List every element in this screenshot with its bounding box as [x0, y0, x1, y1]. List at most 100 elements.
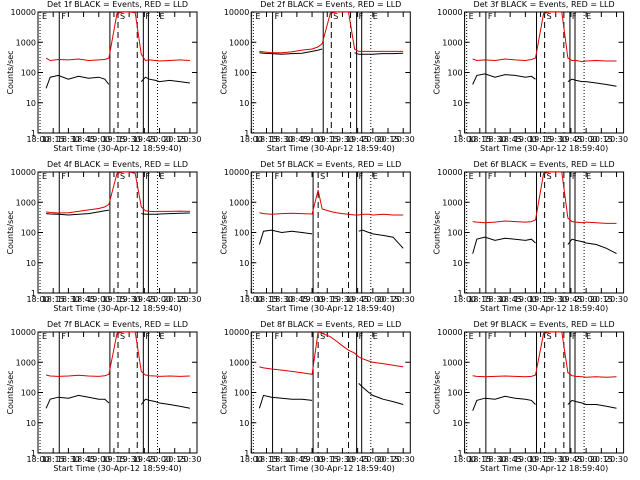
panel: Det 8f BLACK = Events, RED = LLD 1 10 100 10…: [219, 320, 414, 473]
x-tick-label: 18:30: [483, 455, 506, 464]
x-tick-label: 19:45: [133, 295, 156, 304]
x-tick-label: 18:15: [468, 135, 491, 144]
x-tick-label: 20:30: [392, 455, 415, 464]
x-tick-label: 18:45: [72, 455, 95, 464]
x-tick-label: 19:30: [544, 135, 567, 144]
y-tick-label: 100: [234, 229, 249, 238]
y-axis-label: Counts/sec: [433, 50, 442, 94]
chart-title: Det 5f BLACK = Events, RED = LLD: [260, 160, 401, 169]
x-tick-label: 18:45: [72, 295, 95, 304]
series-line: [259, 332, 404, 375]
event-label: E: [586, 332, 591, 341]
event-label: E: [160, 332, 165, 341]
y-tick-label: 100: [447, 69, 462, 78]
x-tick-label: 19:45: [133, 455, 156, 464]
plot-frame: [250, 331, 411, 454]
chart-title: Det 3f BLACK = Events, RED = LLD: [474, 0, 615, 9]
event-label: E: [469, 172, 474, 181]
event-label: F: [359, 172, 364, 181]
event-label: F: [61, 172, 66, 181]
event-label: E: [255, 332, 260, 341]
y-tick-label: 10000: [11, 328, 36, 337]
x-tick-label: 19:00: [301, 295, 324, 304]
event-label: F: [275, 172, 280, 181]
x-tick-label: 19:00: [514, 455, 537, 464]
plot-frame: [250, 11, 411, 134]
x-tick-label: 19:45: [559, 455, 582, 464]
panel: Det 2f BLACK = Events, RED = LLD 1 10 100 10…: [219, 0, 414, 153]
x-tick-label: 19:45: [346, 295, 369, 304]
event-label: E: [160, 12, 165, 21]
y-tick-label: 1: [31, 129, 36, 138]
x-tick-label: 19:15: [316, 295, 339, 304]
y-tick-label: 10000: [437, 168, 462, 177]
event-label: E: [469, 12, 474, 21]
x-axis-label: Start Time (30-Apr-12 18:59:40): [267, 144, 395, 153]
x-tick-label: 20:00: [148, 135, 171, 144]
x-tick-label: 18:15: [255, 455, 278, 464]
event-label: E: [586, 12, 591, 21]
panel: Det 3f BLACK = Events, RED = LLD 1 10 100 10…: [433, 0, 628, 153]
y-tick-label: 1: [31, 289, 36, 298]
y-tick-label: 10000: [437, 8, 462, 17]
y-tick-label: 100: [234, 69, 249, 78]
event-label: F: [145, 172, 150, 181]
x-tick-label: 19:15: [529, 135, 552, 144]
x-tick-label: 19:45: [559, 295, 582, 304]
y-tick-label: 1000: [229, 358, 249, 367]
event-label: E: [160, 172, 165, 181]
y-tick-label: 10: [452, 259, 462, 268]
x-axis-label: Start Time (30-Apr-12 18:59:40): [480, 464, 608, 473]
x-tick-label: 20:30: [605, 455, 628, 464]
x-tick-label: 19:00: [87, 135, 110, 144]
x-tick-label: 18:30: [483, 295, 506, 304]
y-tick-label: 100: [234, 389, 249, 398]
y-tick-label: 1: [31, 449, 36, 458]
y-tick-label: 1000: [229, 38, 249, 47]
x-tick-label: 19:45: [133, 135, 156, 144]
y-tick-label: 10000: [224, 168, 249, 177]
x-tick-label: 19:15: [529, 295, 552, 304]
x-tick-label: 20:15: [376, 455, 399, 464]
x-tick-label: 19:15: [102, 455, 125, 464]
y-tick-label: 1000: [442, 198, 462, 207]
x-axis-label: Start Time (30-Apr-12 18:59:40): [480, 304, 608, 313]
event-label: E: [255, 172, 260, 181]
y-tick-label: 1: [244, 449, 249, 458]
y-tick-label: 1000: [16, 198, 36, 207]
y-tick-label: 10000: [437, 328, 462, 337]
series-line: [258, 394, 313, 409]
y-tick-label: 100: [21, 69, 36, 78]
x-tick-label: 20:15: [590, 455, 613, 464]
x-tick-label: 18:15: [468, 295, 491, 304]
x-tick-label: 18:00: [453, 295, 476, 304]
event-label: E: [469, 332, 474, 341]
y-tick-label: 10: [452, 99, 462, 108]
x-tick-label: 18:45: [285, 135, 308, 144]
event-label: F: [572, 12, 577, 21]
event-label: F: [275, 332, 280, 341]
x-tick-label: 19:15: [529, 455, 552, 464]
event-label: E: [255, 12, 260, 21]
x-tick-label: 20:30: [178, 295, 201, 304]
x-tick-label: 19:30: [118, 455, 141, 464]
y-axis-label: Counts/sec: [6, 50, 15, 94]
x-tick-label: 18:00: [26, 295, 49, 304]
event-label: F: [572, 332, 577, 341]
x-tick-label: 20:30: [178, 455, 201, 464]
x-tick-label: 18:45: [499, 295, 522, 304]
x-tick-label: 18:30: [270, 135, 293, 144]
x-tick-label: 18:00: [240, 455, 263, 464]
series-line: [46, 172, 190, 214]
x-tick-label: 20:30: [605, 135, 628, 144]
x-tick-label: 18:15: [255, 135, 278, 144]
x-tick-label: 20:15: [376, 295, 399, 304]
event-label: E: [42, 332, 47, 341]
y-axis-label: Counts/sec: [433, 210, 442, 254]
series-line: [259, 48, 323, 55]
panel: Det 6f BLACK = Events, RED = LLD 1 10 100 10…: [433, 160, 628, 313]
panel: Det 1f BLACK = Events, RED = LLD 1 10 100 10…: [6, 0, 201, 153]
x-tick-label: 18:00: [453, 135, 476, 144]
event-label: F: [488, 332, 493, 341]
